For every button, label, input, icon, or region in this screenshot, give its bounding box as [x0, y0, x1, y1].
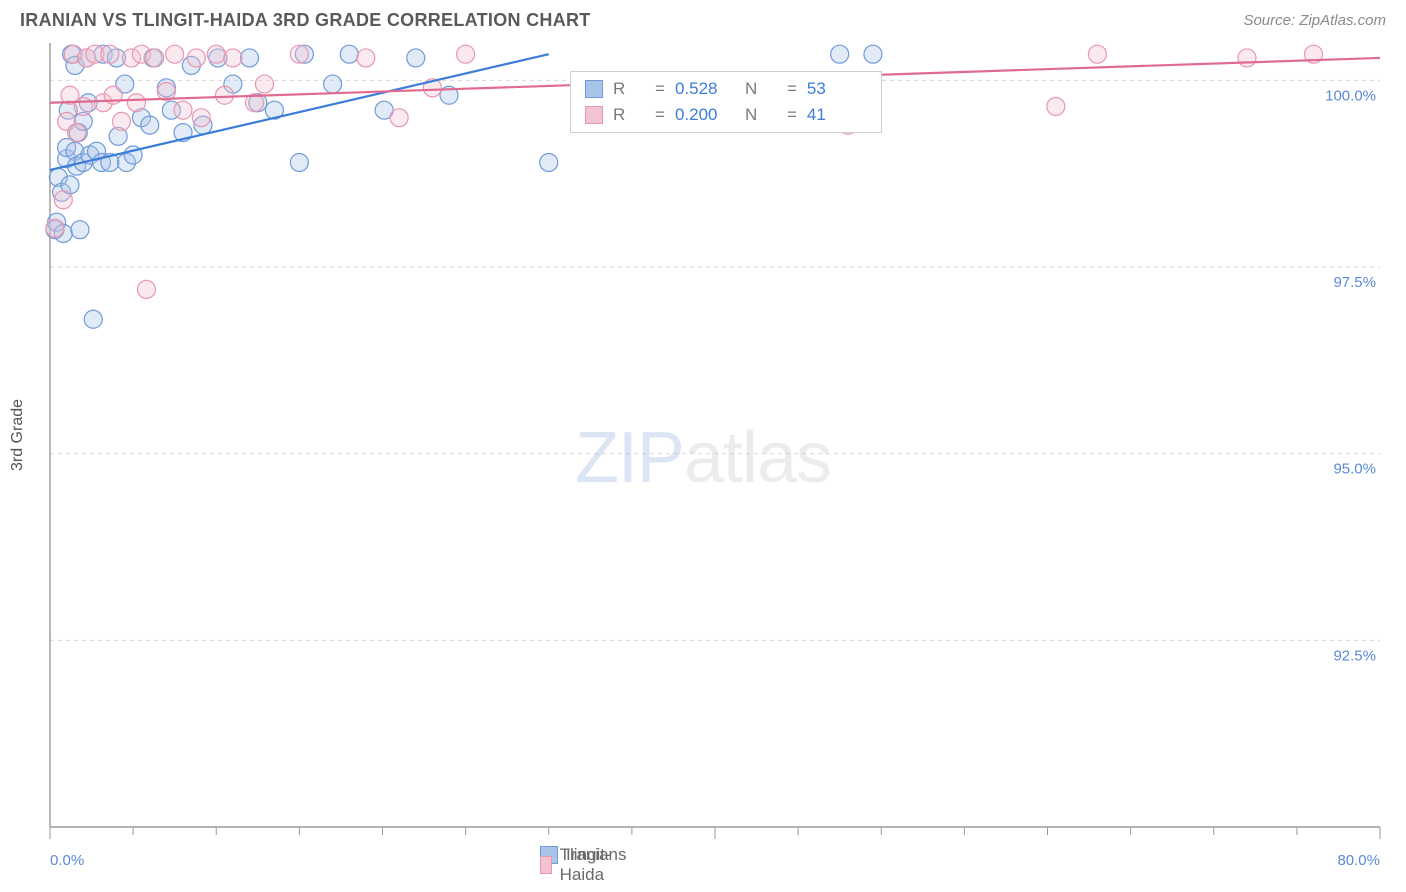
scatter-point — [187, 49, 205, 67]
scatter-point — [174, 101, 192, 119]
trend-line — [50, 54, 549, 170]
scatter-point — [146, 49, 164, 67]
scatter-point — [71, 221, 89, 239]
y-tick-label: 92.5% — [1333, 647, 1376, 664]
scatter-point — [101, 45, 119, 63]
y-axis-label: 3rd Grade — [9, 399, 26, 471]
equals-sign: = — [787, 79, 797, 99]
scatter-point — [241, 49, 259, 67]
r-value: 0.528 — [675, 79, 735, 99]
n-label: N — [745, 79, 777, 99]
scatter-point — [84, 310, 102, 328]
y-tick-label: 100.0% — [1325, 87, 1376, 104]
x-max-label: 80.0% — [1337, 852, 1380, 869]
x-min-label: 0.0% — [50, 852, 84, 869]
scatter-point — [357, 49, 375, 67]
scatter-point — [1088, 45, 1106, 63]
chart-title: IRANIAN VS TLINGIT-HAIDA 3RD GRADE CORRE… — [20, 10, 591, 31]
scatter-point — [255, 75, 273, 93]
scatter-point — [390, 109, 408, 127]
scatter-point — [192, 109, 210, 127]
scatter-point — [216, 86, 234, 104]
scatter-point — [407, 49, 425, 67]
r-value: 0.200 — [675, 105, 735, 125]
correlation-scatter-chart: 92.5% 95.0% 97.5% 100.0% 0.0% 80.0% 3rd Grade — [0, 37, 1406, 887]
series-swatch — [585, 106, 603, 124]
scatter-point — [46, 219, 64, 237]
r-label: R — [613, 105, 645, 125]
scatter-point — [141, 116, 159, 134]
y-tick-label: 97.5% — [1333, 274, 1376, 291]
scatter-point — [224, 49, 242, 67]
n-value: 53 — [807, 79, 867, 99]
equals-sign: = — [655, 105, 665, 125]
scatter-point — [831, 45, 849, 63]
scatter-point — [74, 97, 92, 115]
r-label: R — [613, 79, 645, 99]
chart-container: 92.5%95.0%97.5%100.0%0.0%80.0%3rd Grade … — [0, 37, 1406, 887]
scatter-point — [127, 94, 145, 112]
scatter-point — [166, 45, 184, 63]
scatter-point — [207, 45, 225, 63]
scatter-point — [1238, 49, 1256, 67]
y-tick-label: 95.0% — [1333, 461, 1376, 478]
equals-sign: = — [787, 105, 797, 125]
scatter-point — [864, 45, 882, 63]
stats-row: R = 0.528 N = 53 — [571, 76, 881, 102]
scatter-point — [457, 45, 475, 63]
scatter-point — [340, 45, 358, 63]
source-attribution: Source: ZipAtlas.com — [1243, 12, 1386, 29]
legend-swatch — [540, 856, 552, 874]
scatter-point — [290, 153, 308, 171]
scatter-point — [54, 191, 72, 209]
header: IRANIAN VS TLINGIT-HAIDA 3RD GRADE CORRE… — [0, 0, 1406, 37]
legend-label: Tlingit-Haida — [560, 845, 617, 885]
legend-item: Tlingit-Haida — [540, 845, 617, 885]
scatter-point — [540, 153, 558, 171]
scatter-point — [324, 75, 342, 93]
scatter-point — [137, 280, 155, 298]
scatter-point — [68, 124, 86, 142]
stats-row: R = 0.200 N = 41 — [571, 102, 881, 128]
n-label: N — [745, 105, 777, 125]
correlation-stats-box: R = 0.528 N = 53 R = 0.200 N = 41 — [570, 71, 882, 133]
n-value: 41 — [807, 105, 867, 125]
scatter-point — [1047, 97, 1065, 115]
equals-sign: = — [655, 79, 665, 99]
scatter-point — [112, 112, 130, 130]
series-swatch — [585, 80, 603, 98]
scatter-point — [290, 45, 308, 63]
